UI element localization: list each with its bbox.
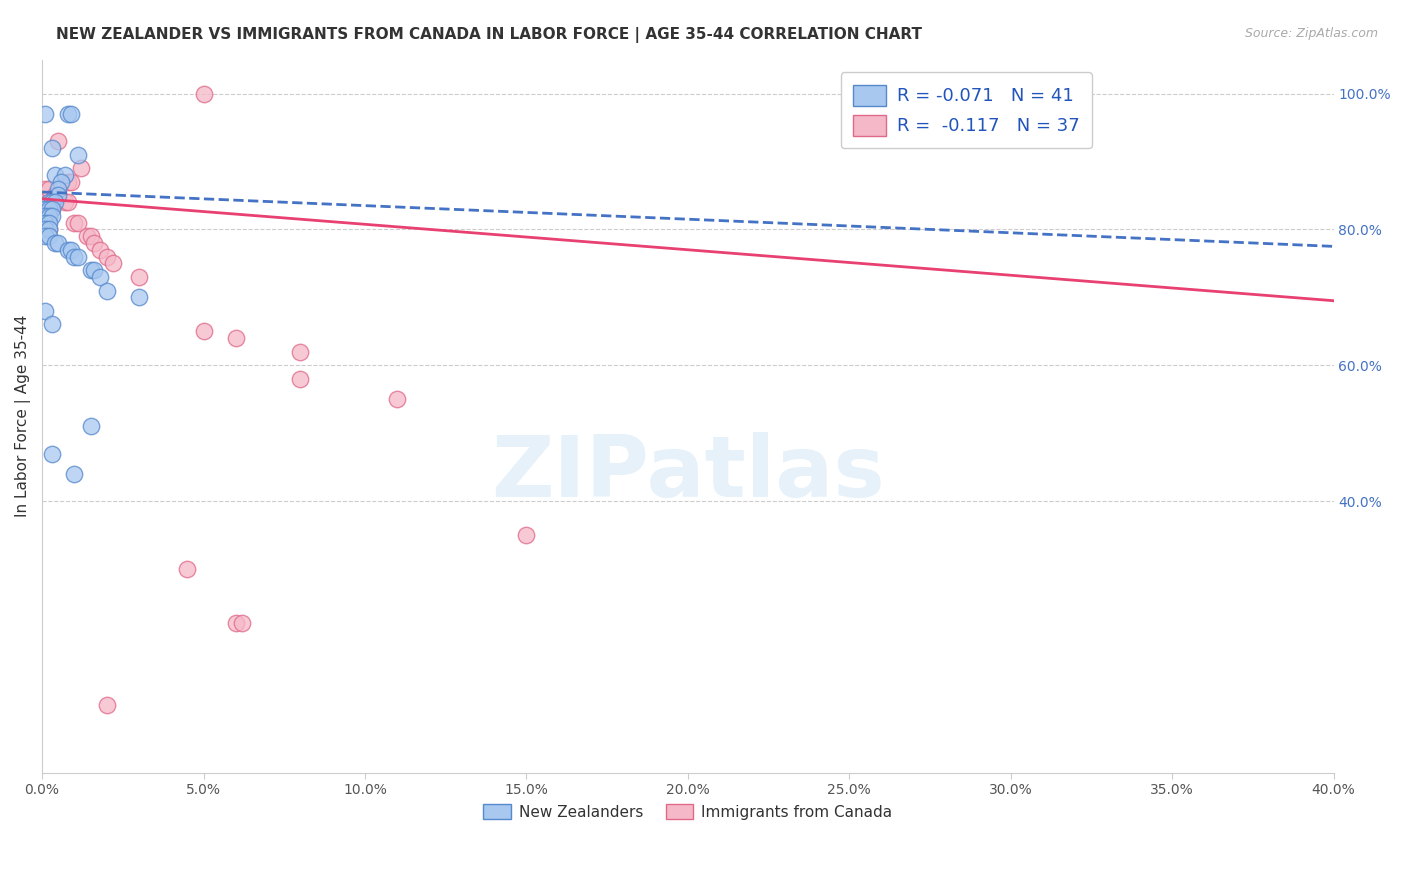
Point <box>41 202 63 216</box>
Point <box>290 344 312 359</box>
Point <box>96 284 118 298</box>
Point <box>89 243 111 257</box>
Point <box>44 188 66 202</box>
Point <box>38 209 60 223</box>
Point <box>53 195 76 210</box>
Point <box>34 181 56 195</box>
Point <box>41 209 63 223</box>
Text: Source: ZipAtlas.com: Source: ZipAtlas.com <box>1244 27 1378 40</box>
Point <box>128 269 150 284</box>
Point <box>290 372 312 386</box>
Point <box>44 195 66 210</box>
Point <box>34 304 56 318</box>
Point <box>34 107 56 121</box>
Point <box>96 250 118 264</box>
Point <box>38 209 60 223</box>
Point <box>70 161 93 176</box>
Point <box>46 134 69 148</box>
Point <box>38 222 60 236</box>
Point <box>79 263 101 277</box>
Point <box>101 256 124 270</box>
Point <box>41 446 63 460</box>
Point <box>46 235 69 250</box>
Point <box>34 222 56 236</box>
Point <box>41 141 63 155</box>
Point <box>63 250 86 264</box>
Point <box>34 222 56 236</box>
Point <box>60 243 83 257</box>
Point <box>76 229 98 244</box>
Point <box>51 175 73 189</box>
Point <box>66 147 89 161</box>
Point <box>34 229 56 244</box>
Point <box>34 202 56 216</box>
Point <box>96 698 118 712</box>
Point <box>38 202 60 216</box>
Point <box>46 181 69 195</box>
Point <box>225 331 247 345</box>
Point <box>515 528 537 542</box>
Point <box>89 269 111 284</box>
Point <box>38 195 60 210</box>
Point <box>53 168 76 182</box>
Point <box>41 195 63 210</box>
Point <box>79 419 101 434</box>
Point <box>60 175 83 189</box>
Point <box>38 216 60 230</box>
Point <box>38 181 60 195</box>
Legend: New Zealanders, Immigrants from Canada: New Zealanders, Immigrants from Canada <box>478 797 898 826</box>
Point <box>38 202 60 216</box>
Point <box>225 616 247 631</box>
Point <box>56 175 79 189</box>
Point <box>193 324 215 338</box>
Point <box>60 107 83 121</box>
Point <box>66 216 89 230</box>
Point <box>231 616 253 631</box>
Y-axis label: In Labor Force | Age 35-44: In Labor Force | Age 35-44 <box>15 315 31 517</box>
Point <box>34 209 56 223</box>
Point <box>41 318 63 332</box>
Point <box>46 188 69 202</box>
Point <box>63 216 86 230</box>
Point <box>34 216 56 230</box>
Point <box>34 202 56 216</box>
Point <box>63 467 86 481</box>
Point <box>41 202 63 216</box>
Point <box>34 209 56 223</box>
Point <box>38 229 60 244</box>
Point <box>83 263 105 277</box>
Point <box>387 392 409 407</box>
Point <box>38 222 60 236</box>
Text: NEW ZEALANDER VS IMMIGRANTS FROM CANADA IN LABOR FORCE | AGE 35-44 CORRELATION C: NEW ZEALANDER VS IMMIGRANTS FROM CANADA … <box>56 27 922 43</box>
Point <box>193 87 215 101</box>
Point <box>83 235 105 250</box>
Point <box>56 243 79 257</box>
Point <box>56 195 79 210</box>
Point <box>128 290 150 304</box>
Point <box>56 107 79 121</box>
Point <box>46 188 69 202</box>
Point <box>44 235 66 250</box>
Point <box>79 229 101 244</box>
Point <box>176 562 198 576</box>
Text: ZIPatlas: ZIPatlas <box>491 432 884 515</box>
Point <box>44 168 66 182</box>
Point <box>66 250 89 264</box>
